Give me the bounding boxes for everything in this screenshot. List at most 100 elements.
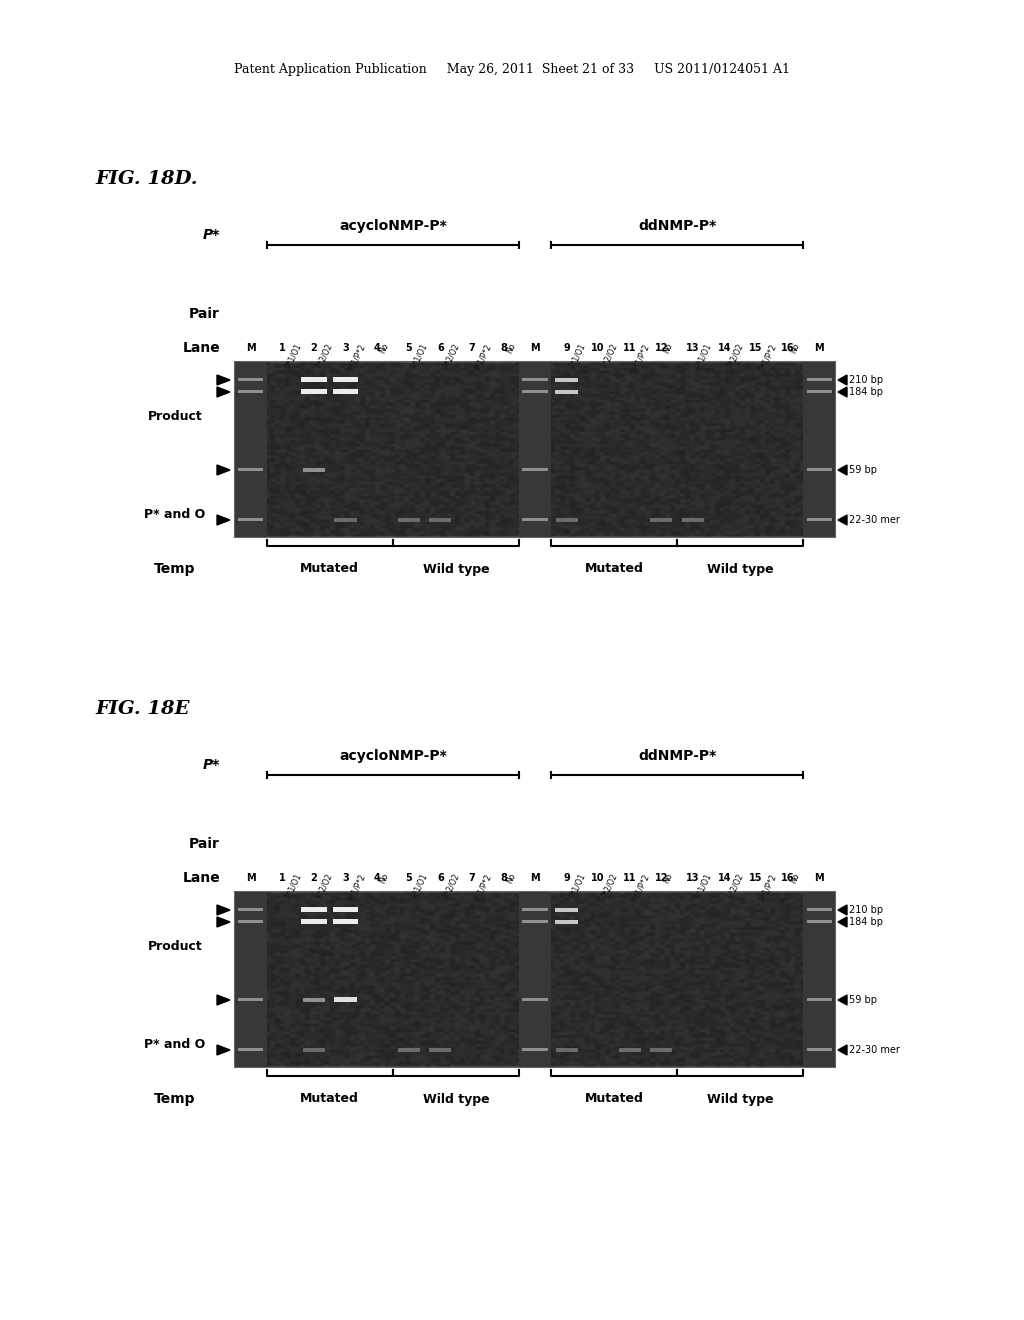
Bar bbox=[334, 997, 357, 1002]
Text: P*1/O1: P*1/O1 bbox=[567, 342, 587, 370]
Text: P*2/O2: P*2/O2 bbox=[599, 873, 618, 900]
Text: 4: 4 bbox=[374, 343, 381, 352]
Text: Product: Product bbox=[147, 940, 203, 953]
Text: Mutated: Mutated bbox=[585, 1093, 643, 1106]
Bar bbox=[682, 517, 703, 521]
Bar bbox=[397, 1048, 420, 1052]
Bar bbox=[522, 1048, 548, 1051]
Text: No: No bbox=[663, 342, 675, 355]
Bar bbox=[807, 517, 831, 521]
Bar bbox=[301, 907, 327, 912]
Text: P*2/O2: P*2/O2 bbox=[725, 873, 744, 900]
Text: P*1/P*2: P*1/P*2 bbox=[346, 342, 367, 372]
Text: M: M bbox=[530, 873, 540, 883]
Polygon shape bbox=[838, 515, 847, 525]
Polygon shape bbox=[217, 465, 230, 475]
Bar bbox=[522, 920, 548, 923]
Bar bbox=[804, 892, 835, 1067]
Bar bbox=[303, 998, 325, 1002]
Text: P*1/P*2: P*1/P*2 bbox=[346, 873, 367, 902]
Text: 2: 2 bbox=[310, 873, 317, 883]
Bar bbox=[807, 998, 831, 1001]
Text: FIG. 18D.: FIG. 18D. bbox=[95, 170, 198, 187]
Bar bbox=[429, 517, 452, 521]
Text: P*1/P*2: P*1/P*2 bbox=[473, 873, 494, 902]
Bar bbox=[239, 517, 263, 521]
Text: Wild type: Wild type bbox=[423, 562, 489, 576]
Text: P*2/O2: P*2/O2 bbox=[441, 873, 461, 900]
Text: 15: 15 bbox=[750, 873, 763, 883]
Text: 14: 14 bbox=[718, 873, 731, 883]
Bar bbox=[618, 1048, 641, 1052]
Text: 7: 7 bbox=[468, 343, 475, 352]
Text: 210 bp: 210 bp bbox=[849, 375, 883, 385]
Bar bbox=[807, 378, 831, 381]
Bar bbox=[234, 362, 835, 537]
Polygon shape bbox=[838, 917, 847, 927]
Bar bbox=[333, 389, 358, 393]
Text: 5: 5 bbox=[406, 343, 412, 352]
Text: P*1/O1: P*1/O1 bbox=[694, 342, 714, 370]
Text: P*: P* bbox=[203, 228, 220, 242]
Bar bbox=[522, 517, 548, 521]
Text: 3: 3 bbox=[342, 343, 349, 352]
Bar bbox=[335, 517, 356, 521]
Text: 10: 10 bbox=[592, 873, 605, 883]
Bar bbox=[234, 362, 266, 537]
Bar bbox=[239, 920, 263, 923]
Text: Temp: Temp bbox=[155, 562, 196, 576]
Text: No: No bbox=[663, 873, 675, 886]
Polygon shape bbox=[838, 1045, 847, 1055]
Polygon shape bbox=[838, 906, 847, 915]
Text: P*2/O2: P*2/O2 bbox=[315, 873, 334, 900]
Bar bbox=[429, 1048, 452, 1052]
Text: 59 bp: 59 bp bbox=[849, 995, 877, 1005]
Bar bbox=[555, 908, 579, 912]
Text: 184 bp: 184 bp bbox=[849, 387, 883, 397]
Text: No: No bbox=[378, 873, 390, 886]
Bar bbox=[522, 378, 548, 381]
Bar bbox=[556, 517, 578, 521]
Text: No: No bbox=[505, 342, 517, 355]
Text: No: No bbox=[378, 342, 390, 355]
Bar bbox=[301, 389, 327, 393]
Text: Patent Application Publication     May 26, 2011  Sheet 21 of 33     US 2011/0124: Patent Application Publication May 26, 2… bbox=[234, 63, 790, 77]
Text: 6: 6 bbox=[437, 873, 443, 883]
Text: FIG. 18E: FIG. 18E bbox=[95, 700, 189, 718]
Text: 14: 14 bbox=[718, 343, 731, 352]
Bar bbox=[239, 1048, 263, 1051]
Text: P*1/O1: P*1/O1 bbox=[410, 342, 429, 370]
Text: P*2/O2: P*2/O2 bbox=[599, 342, 618, 370]
Bar bbox=[333, 378, 358, 381]
Bar bbox=[333, 907, 358, 912]
Text: 11: 11 bbox=[623, 343, 637, 352]
Text: Pair: Pair bbox=[189, 308, 220, 321]
Text: 22-30 mer: 22-30 mer bbox=[849, 1045, 900, 1055]
Bar bbox=[807, 1048, 831, 1051]
Bar bbox=[555, 389, 579, 393]
Text: 3: 3 bbox=[342, 873, 349, 883]
Polygon shape bbox=[217, 375, 230, 385]
Text: 12: 12 bbox=[654, 343, 668, 352]
Text: 8: 8 bbox=[500, 873, 507, 883]
Bar bbox=[650, 1048, 673, 1052]
Text: 7: 7 bbox=[468, 873, 475, 883]
Text: Lane: Lane bbox=[182, 341, 220, 355]
Text: Mutated: Mutated bbox=[585, 562, 643, 576]
Text: 9: 9 bbox=[563, 343, 570, 352]
Text: acycloNMP-P*: acycloNMP-P* bbox=[339, 748, 446, 763]
Text: ddNMP-P*: ddNMP-P* bbox=[638, 219, 716, 234]
Bar bbox=[239, 389, 263, 393]
Text: Product: Product bbox=[147, 411, 203, 424]
Text: 210 bp: 210 bp bbox=[849, 906, 883, 915]
Text: P* and O: P* and O bbox=[144, 508, 206, 521]
Text: 9: 9 bbox=[563, 873, 570, 883]
Text: 8: 8 bbox=[500, 343, 507, 352]
Text: P*1/P*2: P*1/P*2 bbox=[757, 342, 777, 372]
Text: 1: 1 bbox=[279, 343, 286, 352]
Bar bbox=[555, 378, 579, 381]
Text: ddNMP-P*: ddNMP-P* bbox=[638, 748, 716, 763]
Bar bbox=[522, 908, 548, 911]
Polygon shape bbox=[217, 1045, 230, 1055]
Bar bbox=[301, 919, 327, 924]
